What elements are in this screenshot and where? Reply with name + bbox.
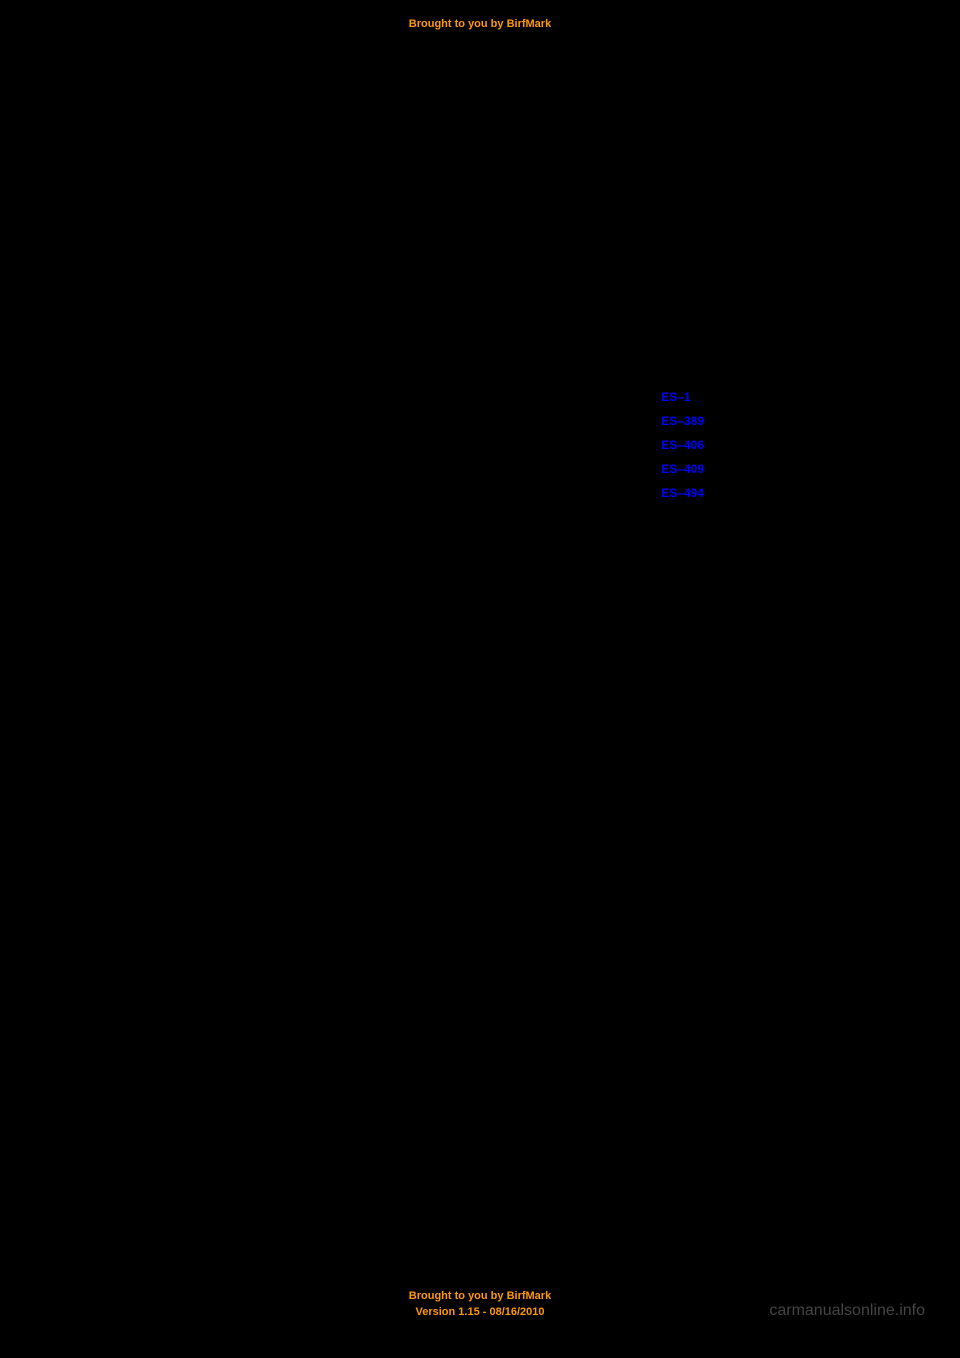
link-es-1[interactable]: ES–1: [661, 390, 704, 404]
footer-container: Brought to you by BirfMark Version 1.15 …: [409, 1289, 551, 1320]
footer-line-1: Brought to you by BirfMark: [409, 1289, 551, 1304]
footer-line-2: Version 1.15 - 08/16/2010: [409, 1305, 551, 1320]
link-es-389[interactable]: ES–389: [661, 414, 704, 428]
links-container: ES–1 ES–389 ES–406 ES–409 ES–494: [661, 390, 704, 500]
watermark-text: carmanualsonline.info: [769, 1302, 925, 1320]
link-es-409[interactable]: ES–409: [661, 462, 704, 476]
link-es-494[interactable]: ES–494: [661, 486, 704, 500]
link-es-406[interactable]: ES–406: [661, 438, 704, 452]
header-text: Brought to you by BirfMark: [409, 18, 551, 30]
